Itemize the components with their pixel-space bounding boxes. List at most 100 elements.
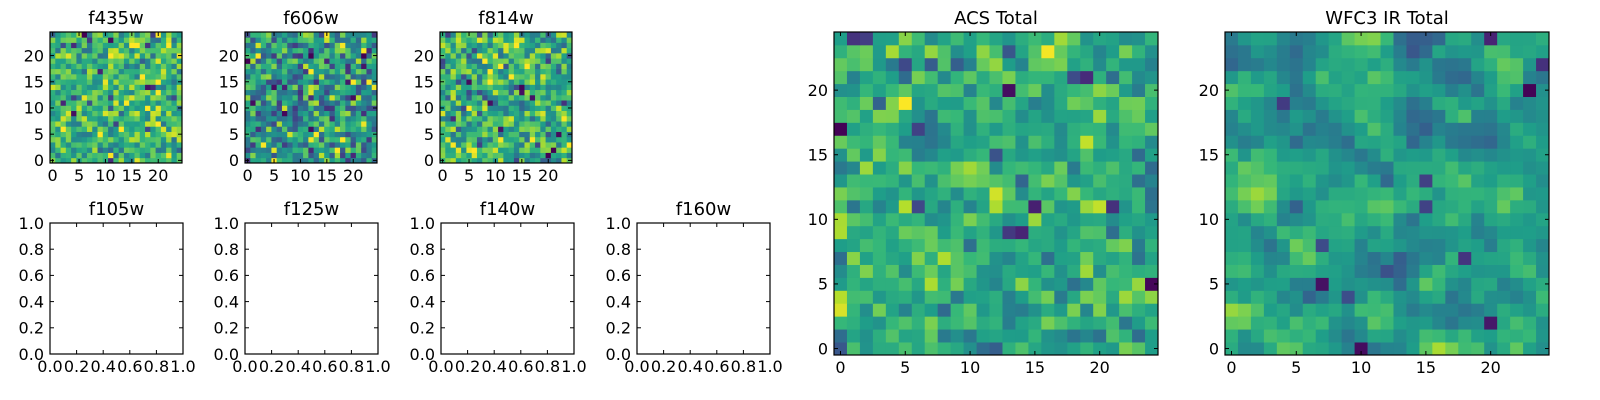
heatmap-cell: [1302, 238, 1317, 253]
heatmap-cell: [329, 126, 336, 132]
heatmap-cell: [911, 44, 926, 59]
heatmap-cell: [366, 121, 373, 127]
heatmap-cell: [1497, 161, 1511, 175]
heatmap-cell: [1315, 238, 1330, 253]
heatmap-cell: [160, 147, 167, 153]
heatmap-cell: [963, 290, 977, 304]
heatmap-cell: [1510, 32, 1524, 46]
heatmap-cell: [1380, 161, 1394, 175]
heatmap-cell: [155, 142, 162, 148]
heatmap-cell: [471, 47, 478, 54]
heatmap-cell: [318, 147, 325, 153]
heatmap-cell: [308, 157, 315, 164]
y-tick-label: 1.0: [214, 214, 239, 233]
heatmap-cell: [1002, 135, 1016, 149]
heatmap-cell: [371, 152, 378, 159]
axes-frame: [49, 31, 183, 164]
heatmap-cell: [1432, 109, 1446, 123]
heatmap-cell: [371, 147, 378, 153]
heatmap-cell: [508, 147, 515, 153]
heatmap-cell: [1406, 122, 1420, 136]
heatmap-cell: [118, 126, 125, 132]
heatmap-cell: [989, 342, 1003, 356]
heatmap-cell: [1015, 70, 1029, 85]
heatmap-cell: [1510, 329, 1524, 343]
heatmap-cell: [540, 142, 546, 148]
heatmap-cell: [134, 94, 141, 101]
heatmap-cell: [1328, 303, 1343, 317]
heatmap-cell: [129, 126, 135, 132]
heatmap-cell: [50, 47, 56, 54]
heatmap-cell: [329, 68, 336, 75]
heatmap-cell: [1484, 303, 1498, 317]
heatmap-cell: [308, 73, 315, 80]
heatmap-cell: [1510, 303, 1524, 317]
heatmap-cell: [371, 47, 378, 54]
heatmap-cell: [366, 105, 373, 111]
heatmap-cell: [535, 147, 541, 153]
heatmap-cell: [281, 147, 288, 153]
heatmap-cell: [461, 136, 467, 143]
heatmap-cell: [371, 32, 378, 38]
heatmap-cell: [503, 94, 510, 101]
heatmap-cell: [129, 94, 135, 101]
heatmap-cell: [535, 110, 541, 117]
heatmap-cell: [134, 84, 141, 91]
heatmap-cell: [1471, 290, 1485, 304]
heatmap-cell: [450, 110, 457, 117]
heatmap-cell: [123, 157, 130, 164]
heatmap-cell: [86, 94, 93, 101]
heatmap-cell: [1536, 96, 1550, 110]
heatmap-cell: [498, 110, 504, 117]
heatmap-cell: [1015, 96, 1029, 110]
heatmap-cell: [482, 47, 488, 54]
heatmap-cell: [1302, 212, 1317, 227]
heatmap-cell: [250, 84, 256, 91]
heatmap-cell: [834, 329, 848, 343]
heatmap-cell: [71, 32, 77, 38]
heatmap-cell: [255, 94, 262, 101]
heatmap-cell: [292, 73, 299, 80]
heatmap-cell: [455, 105, 462, 111]
heatmap-cell: [989, 96, 1003, 110]
heatmap-cell: [1510, 135, 1524, 149]
heatmap-cell: [1354, 161, 1368, 175]
heatmap-cell: [281, 79, 288, 85]
heatmap-cell: [872, 290, 887, 304]
heatmap-cell: [1132, 329, 1146, 343]
heatmap-cell: [529, 63, 536, 70]
heatmap-cell: [318, 157, 325, 164]
heatmap-cell: [334, 63, 341, 70]
heatmap-cell: [1106, 174, 1120, 188]
heatmap-cell: [1445, 251, 1459, 265]
heatmap-cell: [482, 142, 488, 148]
heatmap-cell: [476, 131, 483, 138]
heatmap-cell: [287, 157, 293, 164]
heatmap-cell: [872, 342, 887, 356]
heatmap-cell: [545, 121, 552, 127]
heatmap-cell: [513, 131, 520, 138]
heatmap-cell: [440, 89, 446, 96]
x-tick-label: 20: [343, 166, 363, 185]
heatmap-cell: [1002, 316, 1016, 330]
heatmap-cell: [550, 152, 557, 159]
heatmap-cell: [492, 37, 499, 43]
heatmap-cell: [245, 152, 251, 159]
heatmap-cell: [1054, 212, 1068, 227]
heatmap-cell: [155, 84, 162, 91]
heatmap-cell: [445, 157, 451, 164]
heatmap-cell: [545, 37, 552, 43]
heatmap-cell: [334, 89, 341, 96]
heatmap-cell: [1119, 251, 1133, 265]
heatmap-cell: [440, 58, 446, 64]
heatmap-cell: [1419, 329, 1433, 343]
heatmap-cell: [266, 100, 272, 106]
heatmap-cell: [1080, 44, 1094, 59]
heatmap-cell: [1367, 109, 1381, 123]
heatmap-cell: [885, 238, 900, 253]
heatmap-cell: [963, 44, 977, 59]
heatmap-cell: [556, 110, 562, 117]
heatmap-cell: [123, 110, 130, 117]
heatmap-cell: [1419, 212, 1433, 227]
heatmap-cell: [1458, 329, 1472, 343]
